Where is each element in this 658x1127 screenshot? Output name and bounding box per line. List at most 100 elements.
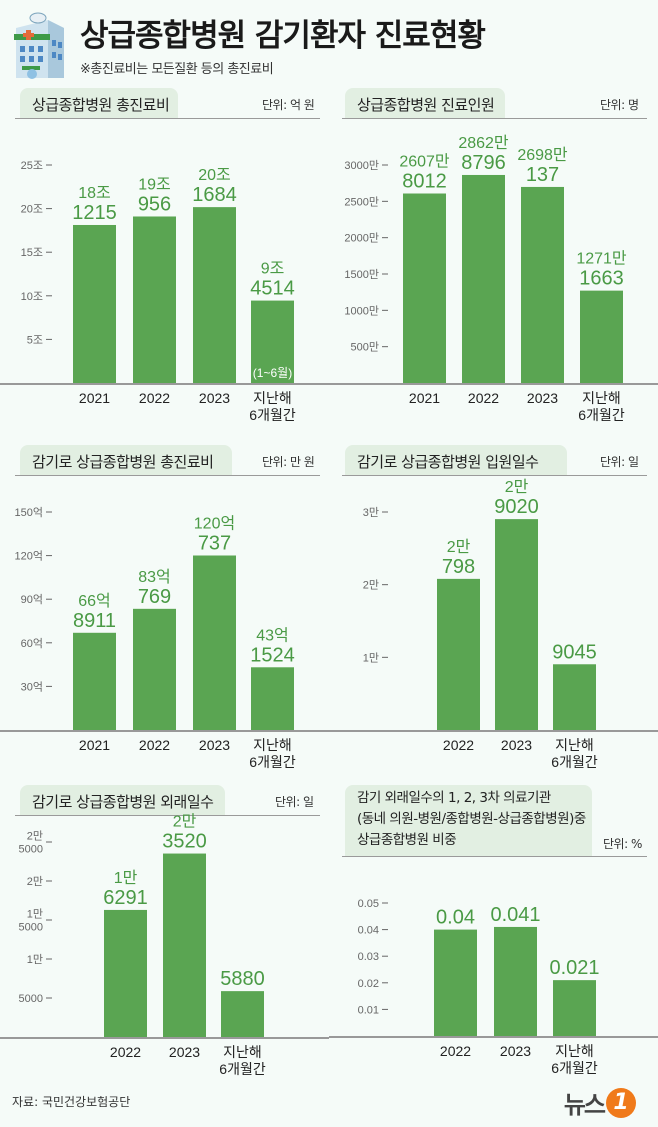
y-tick-label: 0.01 [358, 1004, 379, 1016]
data-label-prefix: 2698만 [517, 146, 568, 164]
data-label-prefix: 2만 [173, 813, 197, 831]
x-tick-label: 2022 [443, 737, 474, 753]
y-tick-label: 0.05 [358, 898, 379, 910]
data-label-prefix: 2862만 [458, 134, 509, 152]
data-label: 956 [138, 193, 171, 215]
x-tick-label: 6개월간 [551, 754, 598, 770]
x-tick-label: 지난해 [253, 737, 292, 753]
x-tick-label: 2023 [199, 390, 230, 406]
bar [580, 290, 623, 383]
x-tick-label: 지난해 [253, 390, 292, 406]
y-tick-label: 5조 [27, 334, 43, 346]
panel-title-cold-inpatient-days: 감기로 상급종합병원 입원일수 [345, 445, 567, 475]
data-label-prefix: 83억 [138, 568, 171, 586]
panel-title-total-cost: 상급종합병원 총진료비 [20, 88, 178, 118]
data-label-prefix: 19조 [138, 176, 171, 193]
data-label: 137 [526, 164, 559, 186]
x-tick-label: 지난해 [223, 1044, 262, 1060]
y-tick-label: 2500만 [344, 195, 379, 208]
bar [163, 853, 206, 1037]
data-label-prefix: 2607만 [399, 152, 450, 170]
bar [73, 224, 116, 383]
y-tick-label: 15조 [21, 247, 43, 259]
x-tick-label: 2022 [110, 1044, 141, 1060]
bar [403, 193, 446, 383]
x-tick-label: 2022 [440, 1043, 471, 1059]
data-label-prefix: 2만 [447, 538, 471, 556]
y-tick-label: 3000만 [344, 159, 379, 172]
y-tick-label: 5000 [19, 993, 43, 1005]
x-tick-label: 지난해 [555, 1043, 594, 1059]
unit-label: 단위: 일 [600, 455, 639, 469]
data-label: 1663 [579, 268, 624, 290]
data-label: 0.021 [549, 957, 599, 979]
unit-label: 단위: 억 원 [262, 98, 315, 112]
logo-text: 뉴스 [563, 1091, 606, 1119]
divider [15, 815, 320, 816]
unit-label: 단위: 일 [275, 795, 314, 809]
y-tick-label: 1만 [27, 953, 43, 966]
y-tick-label: 2000만 [344, 232, 379, 245]
data-label: 9045 [552, 641, 597, 663]
y-tick-label: 1500만 [344, 268, 379, 281]
bar [73, 632, 116, 730]
x-tick-label: 2022 [468, 390, 499, 406]
data-label-prefix: 18조 [78, 185, 111, 202]
x-tick-label: 2023 [501, 737, 532, 753]
bar [494, 926, 537, 1036]
data-label-prefix: 1271만 [576, 250, 627, 268]
bar [221, 991, 264, 1037]
data-label-prefix: 1만 [114, 869, 138, 887]
panel-title-cold-cost: 감기로 상급종합병원 총진료비 [20, 445, 232, 475]
x-tick-label: 6개월간 [551, 1060, 598, 1076]
x-tick-label: 2021 [79, 390, 110, 406]
unit-label: 단위: 명 [600, 98, 639, 112]
data-label: 769 [138, 586, 171, 608]
logo-mark: 1 [606, 1087, 636, 1118]
bar [133, 216, 176, 383]
news1-logo: 뉴스 1 [564, 1085, 636, 1120]
source-note: 자료: 국민건강보험공단 [12, 1095, 131, 1109]
bar [495, 519, 538, 730]
data-label-prefix: 9조 [261, 261, 285, 278]
page-subtitle: ※총진료비는 모든질환 등의 총진료비 [80, 62, 274, 77]
y-tick-label: 60억 [21, 637, 43, 650]
bar [104, 909, 147, 1037]
x-tick-label: 2023 [169, 1044, 200, 1060]
divider [15, 118, 320, 119]
x-tick-label: 2023 [199, 737, 230, 753]
y-tick-label: 120억 [15, 550, 43, 563]
data-label: 737 [198, 532, 231, 554]
x-tick-label: 지난해 [582, 390, 621, 406]
y-tick-label: 150억 [15, 506, 43, 519]
unit-label: 단위: 만 원 [262, 455, 315, 469]
x-tick-label: 6개월간 [249, 407, 296, 423]
x-tick-label: 6개월간 [219, 1061, 266, 1077]
data-label: 8012 [402, 170, 447, 192]
y-tick-label: 500만 [351, 341, 379, 354]
bar [133, 608, 176, 730]
data-label: 1524 [250, 644, 295, 666]
bar [521, 186, 564, 383]
y-tick-label: 1000만 [344, 304, 379, 317]
data-label: 1684 [192, 184, 237, 206]
x-tick-label: 2022 [139, 737, 170, 753]
y-tick-label: 1만 [363, 651, 379, 664]
y-tick-label: 0.04 [358, 925, 379, 937]
divider [342, 118, 647, 119]
bar [437, 578, 480, 730]
x-tick-label: 2021 [79, 737, 110, 753]
data-label: 5880 [220, 968, 265, 990]
hospital-building-icon [14, 12, 64, 79]
data-label-prefix: 120억 [194, 514, 235, 532]
panel-title-outpatient-share: 감기 외래일수의 1, 2, 3차 의료기관 (동네 의원-병원/종합병원-상급… [345, 785, 592, 856]
divider [342, 475, 647, 476]
y-tick-label: 2만 [27, 830, 43, 843]
panel-title-cold-outpatient-days: 감기로 상급종합병원 외래일수 [20, 785, 225, 815]
y-tick-label: 2만 [363, 579, 379, 592]
y-tick-label: 25조 [21, 160, 43, 172]
bar [553, 664, 596, 730]
data-label: 0.041 [490, 904, 540, 926]
x-tick-label: 2023 [527, 390, 558, 406]
